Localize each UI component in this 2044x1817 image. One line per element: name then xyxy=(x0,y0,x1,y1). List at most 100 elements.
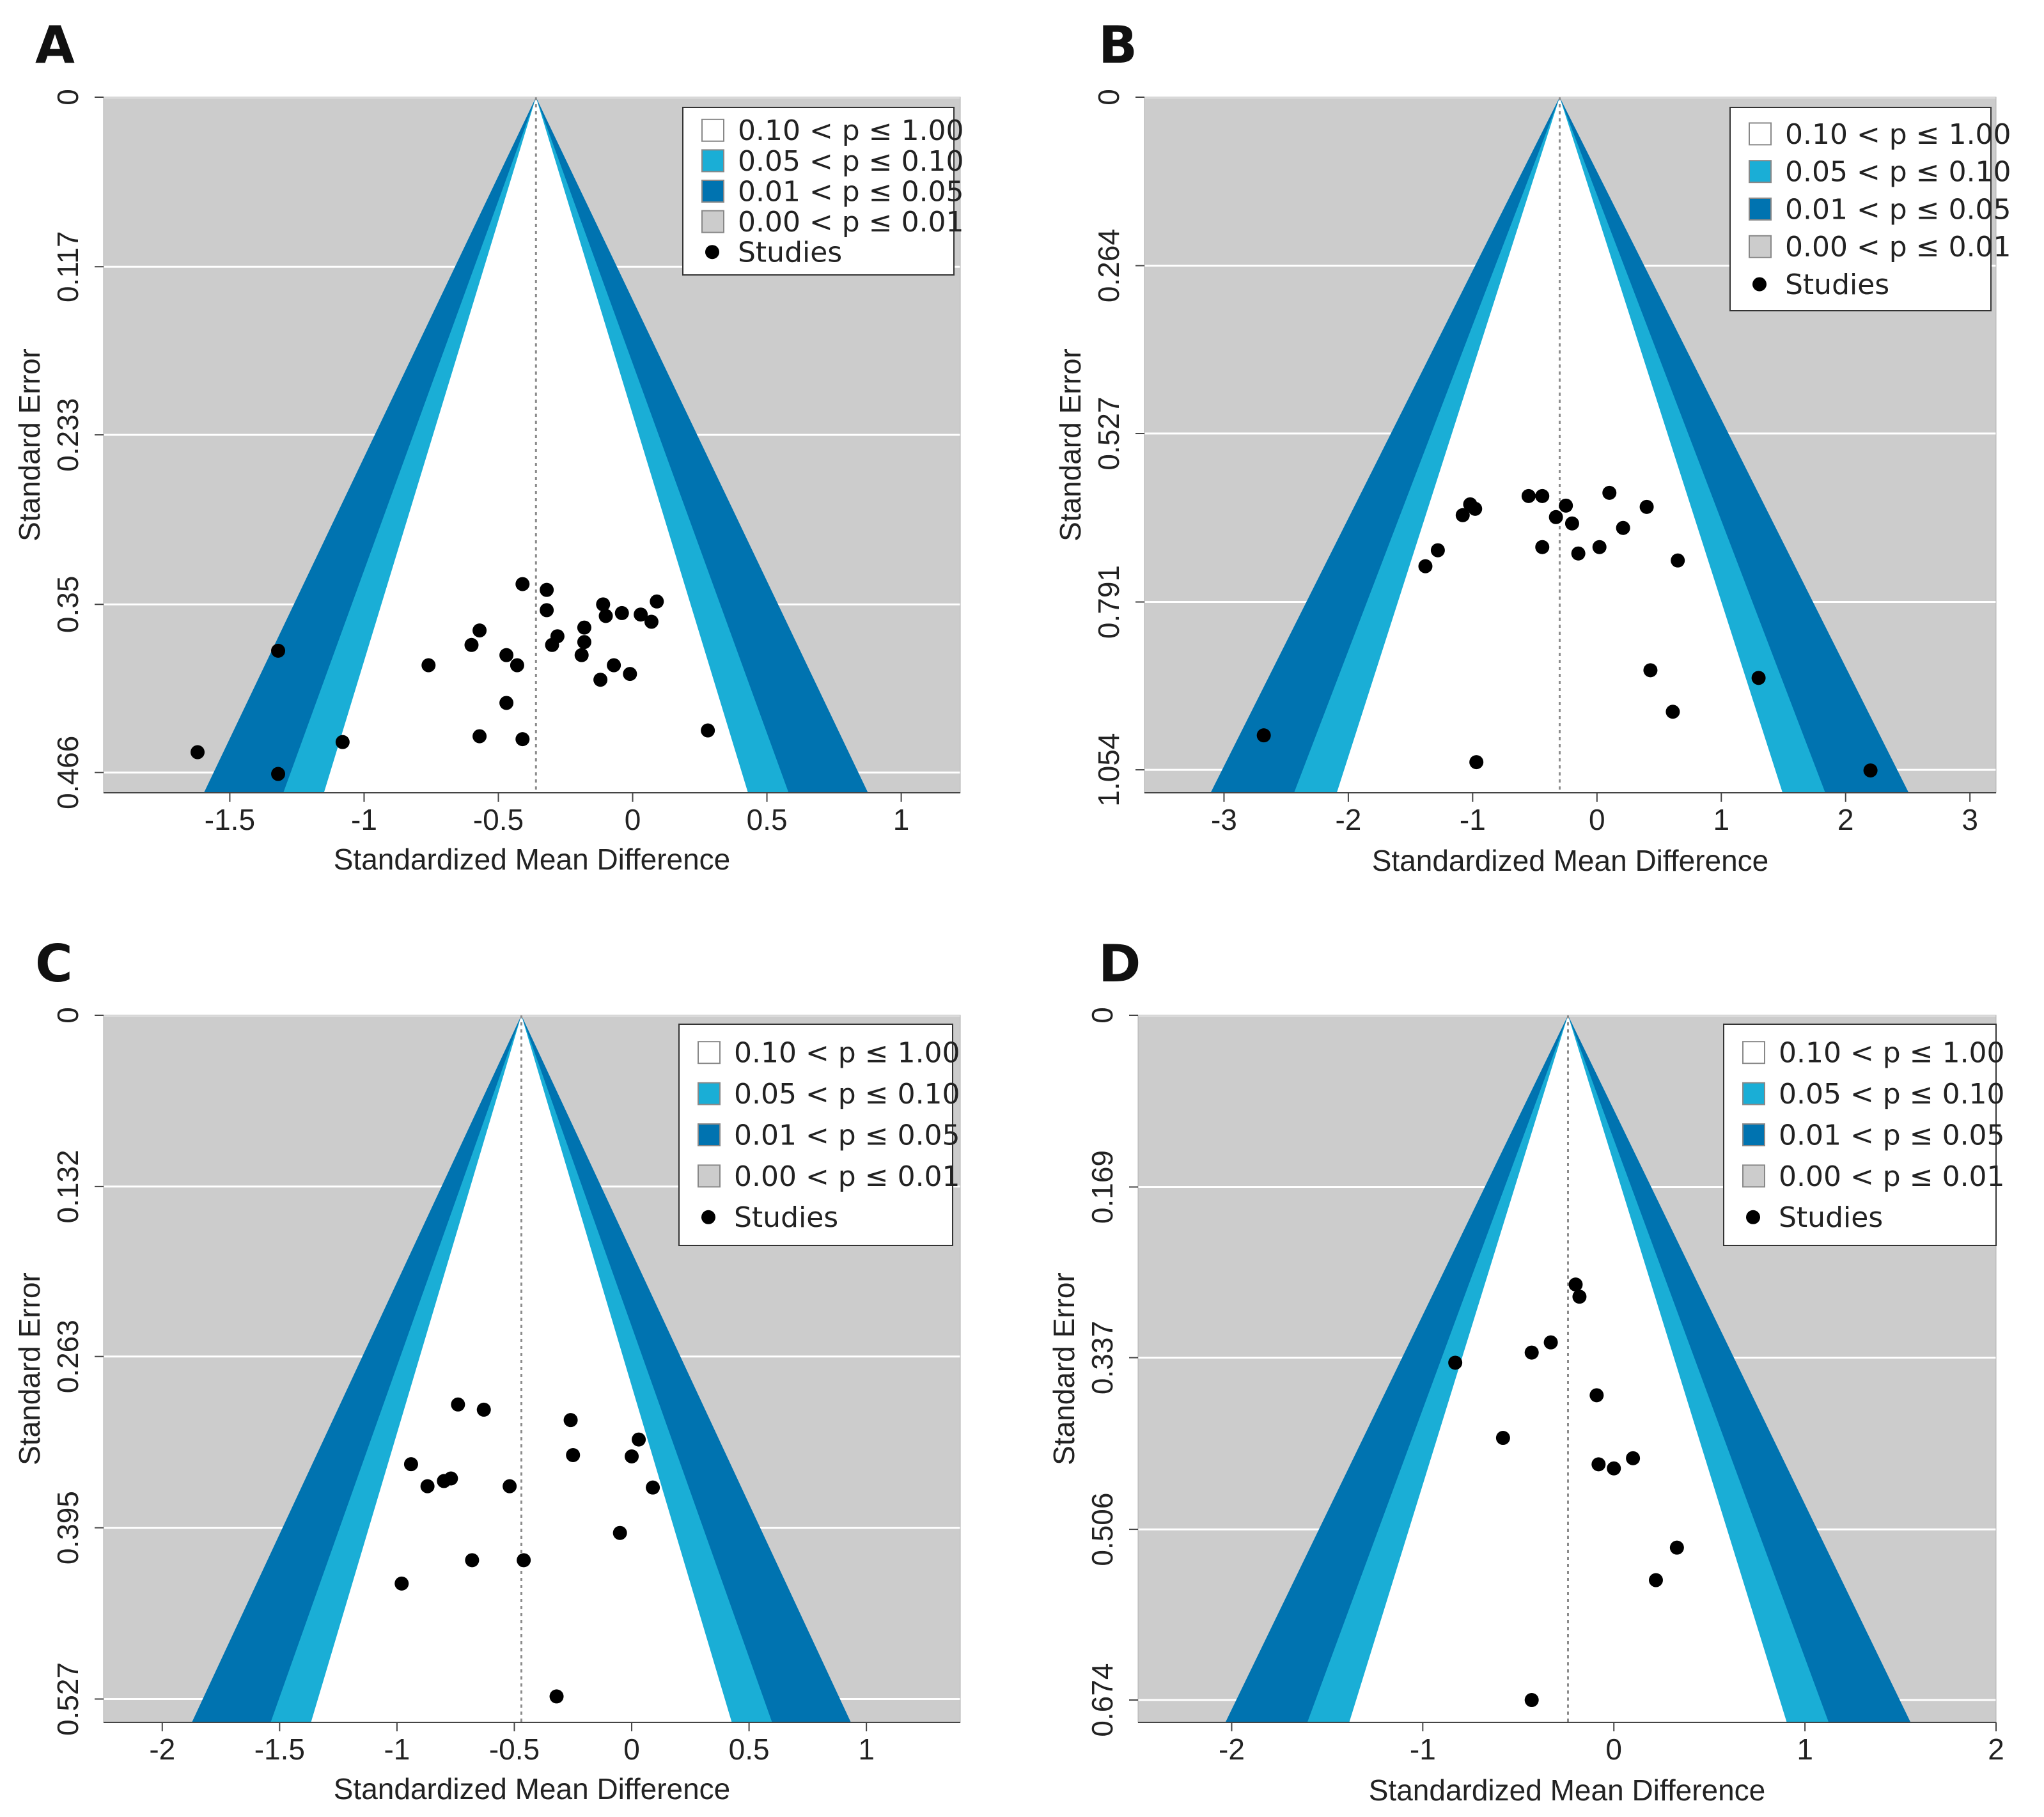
y-axis-ticks: 0 0.264 0.527 0.791 1.054 xyxy=(1092,89,1144,807)
x-axis-ticks: -1.5 -1 -0.5 0 0.5 1 xyxy=(205,793,910,836)
legend-label: 0.00 < p ≤ 0.01 xyxy=(1779,1160,2005,1193)
y-axis-title: Standard Error xyxy=(13,348,46,542)
x-axis-ticks: -3 -2 -1 0 1 2 3 xyxy=(1211,793,1978,836)
legend: 0.10 < p ≤ 1.00 0.05 < p ≤ 0.10 0.01 < p ≤… xyxy=(1723,1024,2005,1246)
study-point xyxy=(1589,1388,1604,1403)
legend-swatch xyxy=(698,1041,721,1064)
y-tick-label: 0.233 xyxy=(51,398,84,472)
panel-a-letter: A xyxy=(35,15,75,75)
study-point xyxy=(451,1397,465,1412)
panel-d-letter: D xyxy=(1098,934,1141,994)
y-axis-title: Standard Error xyxy=(1047,1272,1081,1465)
x-tick-label: -0.5 xyxy=(473,803,524,836)
legend-swatch xyxy=(1749,160,1772,183)
study-point xyxy=(593,673,608,687)
panel-c-letter: C xyxy=(35,934,73,994)
legend-label: 0.01 < p ≤ 0.05 xyxy=(738,175,964,208)
study-point xyxy=(1448,1355,1463,1370)
x-tick-label: -1.5 xyxy=(254,1733,305,1766)
y-tick-label: 1.054 xyxy=(1092,733,1125,807)
legend-box xyxy=(1723,1024,1997,1246)
study-point xyxy=(598,609,613,623)
legend-box xyxy=(1729,107,1992,311)
x-tick-label: 1 xyxy=(893,803,910,836)
x-tick-label: 1 xyxy=(858,1733,875,1766)
study-point xyxy=(1671,553,1685,568)
study-point xyxy=(1751,671,1766,685)
study-point xyxy=(1535,540,1550,554)
study-point xyxy=(1564,516,1579,531)
legend: 0.10 < p ≤ 1.00 0.05 < p ≤ 0.10 0.01 < p ≤… xyxy=(1729,107,2011,311)
x-tick-label: -1 xyxy=(1460,803,1486,836)
legend-label: Studies xyxy=(1779,1201,1883,1234)
legend-label: 0.10 < p ≤ 1.00 xyxy=(1785,118,2011,151)
study-point xyxy=(1591,1457,1606,1472)
y-axis-title: Standard Error xyxy=(13,1272,46,1465)
y-tick-label: 0.263 xyxy=(51,1320,84,1393)
y-tick-label: 0 xyxy=(51,89,84,105)
legend-swatch xyxy=(701,118,724,142)
legend-studies-marker xyxy=(1746,1210,1760,1224)
study-point xyxy=(1430,543,1445,558)
study-point xyxy=(465,1553,480,1568)
study-point xyxy=(650,594,664,609)
study-points xyxy=(1448,1277,1684,1708)
study-point xyxy=(499,648,514,662)
study-points xyxy=(394,1397,660,1704)
x-tick-label: -3 xyxy=(1211,803,1237,836)
study-point xyxy=(499,696,514,710)
study-point xyxy=(444,1471,458,1486)
legend-label: 0.01 < p ≤ 0.05 xyxy=(734,1119,960,1151)
study-point xyxy=(476,1402,491,1417)
legend-label: 0.00 < p ≤ 0.01 xyxy=(1785,231,2011,263)
study-point xyxy=(1468,501,1483,516)
legend-swatch xyxy=(1749,235,1772,258)
x-tick-label: 0 xyxy=(1605,1733,1622,1766)
panel-c: C -2 -1.5 -1 -0.5 0 0.5 1 0 0.132 0.263 0.395 0.527… xyxy=(13,934,961,1805)
panel-d: D -2 -1 0 1 2 0 0.169 0.337 0.506 0.674 Standardiz… xyxy=(1047,934,2005,1807)
funnel-plot-b: -3 -2 -1 0 1 2 3 0 0.264 0.527 0.791 1.054 Standardi… xyxy=(1054,89,2011,877)
study-points xyxy=(1256,485,1878,778)
study-point xyxy=(646,1480,660,1495)
legend-swatch xyxy=(698,1164,721,1188)
study-point xyxy=(472,623,487,638)
x-tick-label: 1 xyxy=(1713,803,1729,836)
study-point xyxy=(1616,520,1630,535)
study-point xyxy=(1592,540,1607,554)
legend-label: 0.01 < p ≤ 0.05 xyxy=(1785,193,2011,226)
study-point xyxy=(503,1479,517,1493)
study-point xyxy=(403,1457,418,1472)
x-tick-label: -1 xyxy=(351,803,377,836)
y-tick-label: 0.527 xyxy=(51,1662,84,1736)
x-tick-label: 2 xyxy=(1988,1733,2004,1766)
legend-swatch xyxy=(1742,1082,1765,1105)
study-point xyxy=(1469,755,1484,770)
study-point xyxy=(632,1432,646,1447)
legend-label: 0.01 < p ≤ 0.05 xyxy=(1779,1119,2005,1151)
legend-label: 0.10 < p ≤ 1.00 xyxy=(1779,1037,2005,1070)
legend: 0.10 < p ≤ 1.00 0.05 < p ≤ 0.10 0.01 < p ≤… xyxy=(678,1024,960,1246)
legend-studies-marker xyxy=(705,245,719,260)
funnel-plot-d: -2 -1 0 1 2 0 0.169 0.337 0.506 0.674 Standardized… xyxy=(1047,1007,2005,1807)
study-point xyxy=(420,1479,435,1493)
study-point xyxy=(577,620,591,635)
study-point xyxy=(566,1447,581,1462)
x-tick-label: 3 xyxy=(1962,803,1978,836)
study-point xyxy=(1535,488,1550,503)
study-point xyxy=(623,667,637,682)
study-point xyxy=(1648,1573,1663,1587)
study-point xyxy=(1639,499,1654,514)
study-point xyxy=(1666,705,1680,719)
x-axis-title: Standardized Mean Difference xyxy=(1369,1774,1766,1807)
x-tick-label: -1.5 xyxy=(205,803,255,836)
y-tick-label: 0.466 xyxy=(51,736,84,809)
legend-label: 0.10 < p ≤ 1.00 xyxy=(734,1037,960,1070)
x-tick-label: -1 xyxy=(384,1733,410,1766)
study-point xyxy=(625,1449,639,1463)
x-tick-label: -2 xyxy=(1219,1733,1245,1766)
study-point xyxy=(472,729,487,744)
study-point xyxy=(191,745,205,760)
panel-b: B -3 -2 -1 0 1 2 3 0 0.264 0.527 0.791 1.054 Standar… xyxy=(1054,15,2011,877)
y-tick-label: 0.337 xyxy=(1086,1321,1119,1394)
legend-box xyxy=(678,1024,953,1246)
